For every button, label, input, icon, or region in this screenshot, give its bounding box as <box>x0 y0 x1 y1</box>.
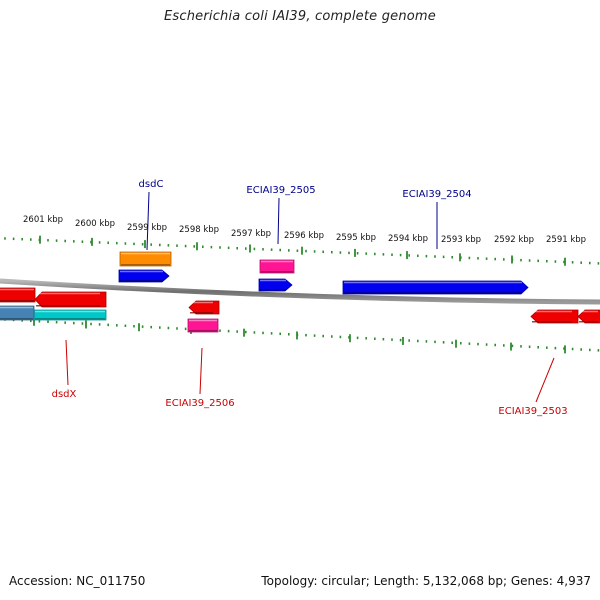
cds-ECIAI39_2503 <box>530 309 579 324</box>
gene-label-text: ECIAI39_2504 <box>402 189 471 200</box>
cds-ECIAI39_2505 <box>258 278 293 292</box>
accession-text: Accession: NC_011750 <box>9 574 146 588</box>
feature-body <box>119 251 172 267</box>
feature-body <box>118 269 170 283</box>
leader-line <box>199 347 203 395</box>
feature-body <box>187 318 219 333</box>
feature-body <box>34 291 107 308</box>
tick-2597-label: 2597 kbp <box>231 229 271 239</box>
tick-2593-label: 2593 kbp <box>441 235 481 245</box>
tick-2600-label: 2600 kbp <box>75 219 115 229</box>
leader-line <box>65 339 69 386</box>
cds-dsdX <box>34 291 107 308</box>
outer-tick-row <box>4 237 600 265</box>
inner-tick-row <box>4 318 600 352</box>
feature-body <box>0 305 35 321</box>
gene-label-dsdC: dsdC <box>139 179 164 251</box>
gene-label-text: dsdC <box>139 179 164 190</box>
backbone-ring <box>0 278 600 305</box>
cds-ECIAI39_2503-right <box>577 309 600 324</box>
gene-ECIAI39_2505 <box>259 259 295 274</box>
tick-2599-label: 2599 kbp <box>127 223 167 233</box>
cds-ECIAI39_2504 <box>342 280 529 295</box>
feature-body <box>342 280 529 295</box>
gene-label-text: dsdX <box>52 389 77 400</box>
tick-2595-label: 2595 kbp <box>336 233 376 243</box>
feature-body <box>577 309 600 324</box>
tick-2596-label: 2596 kbp <box>284 231 324 241</box>
gene-label-text: ECIAI39_2505 <box>246 185 315 196</box>
genome-summary-text: Topology: circular; Length: 5,132,068 bp… <box>261 574 591 588</box>
tick-2592-label: 2592 kbp <box>494 235 534 245</box>
feature-body <box>0 287 36 303</box>
gene-label-ECIAI39_2504: ECIAI39_2504 <box>402 189 472 249</box>
tick-2591-label: 2591 kbp <box>546 235 586 245</box>
leader-line <box>146 191 150 251</box>
cds-dsdC <box>118 269 170 283</box>
leader-line <box>277 197 280 245</box>
cds-ECIAI39_2506 <box>188 300 220 315</box>
gene-dsdX-left <box>0 305 35 321</box>
gene-dsdX <box>33 309 107 321</box>
tick-2601-label: 2601 kbp <box>23 215 63 225</box>
gene-label-dsdX: dsdX <box>52 339 77 400</box>
gene-label-ECIAI39_2505: ECIAI39_2505 <box>246 185 316 245</box>
cds-dsdX-left <box>0 287 36 303</box>
feature-body <box>530 309 579 324</box>
gene-label-text: ECIAI39_2506 <box>165 398 234 409</box>
map-title: Escherichia coli IAI39, complete genome <box>163 9 436 24</box>
gene-label-ECIAI39_2503: ECIAI39_2503 <box>498 357 568 417</box>
gene-ECIAI39_2506 <box>187 318 219 333</box>
gene-label-text: ECIAI39_2503 <box>498 406 567 417</box>
gene-label-ECIAI39_2506: ECIAI39_2506 <box>165 347 235 409</box>
feature-body <box>188 300 220 315</box>
tick-2594-label: 2594 kbp <box>388 234 428 244</box>
feature-body <box>258 278 293 292</box>
leader-line <box>535 357 555 403</box>
tick-2598-label: 2598 kbp <box>179 225 219 235</box>
feature-body <box>259 259 295 274</box>
gene-dsdC <box>119 251 172 267</box>
